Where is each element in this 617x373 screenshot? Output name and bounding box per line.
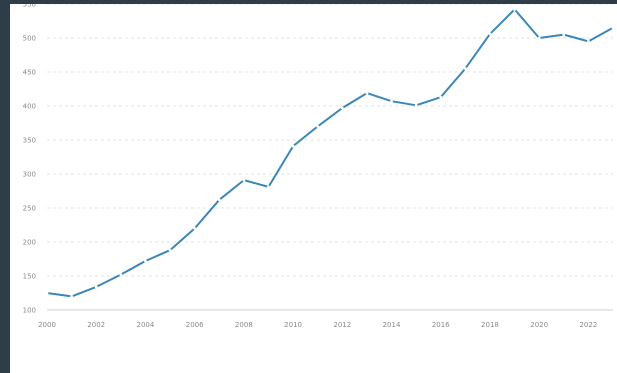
data-point[interactable]: [267, 185, 270, 189]
y-tick-label: 300: [23, 171, 36, 179]
x-tick-label: 2000: [38, 321, 56, 329]
x-tick-label: 2002: [87, 321, 105, 329]
y-tick-label: 350: [23, 137, 36, 145]
data-point[interactable]: [439, 95, 443, 99]
x-tick-label: 2018: [481, 321, 499, 329]
x-tick-label: 2006: [186, 321, 204, 329]
grid-lines: [47, 4, 613, 311]
data-point[interactable]: [488, 32, 492, 36]
y-axis-tick-labels: 100 150 200 250 300 350 400 450 500 550: [23, 4, 36, 315]
data-point[interactable]: [463, 67, 467, 70]
series-group: [45, 8, 615, 298]
data-point[interactable]: [217, 198, 221, 202]
x-axis-tick-labels: 2000 2002 2004 2006 2008 2010 2012 2014 2016 2018…: [38, 321, 597, 329]
x-tick-label: 2014: [383, 321, 401, 329]
data-point[interactable]: [537, 36, 541, 40]
y-tick-label: 500: [23, 35, 36, 43]
y-tick-label: 150: [23, 273, 36, 281]
data-point[interactable]: [414, 103, 418, 107]
data-point[interactable]: [242, 178, 246, 182]
data-point[interactable]: [45, 291, 49, 295]
data-point[interactable]: [365, 91, 369, 95]
data-point[interactable]: [586, 40, 590, 43]
x-tick-label: 2020: [530, 321, 548, 329]
data-point[interactable]: [340, 106, 344, 110]
y-tick-label: 450: [23, 69, 36, 77]
data-point[interactable]: [144, 259, 147, 263]
chart-panel: 100 150 200 250 300 350 400 450 500 550 2000 2002 2…: [10, 4, 617, 373]
y-tick-label: 400: [23, 103, 36, 111]
y-tick-label: 250: [23, 205, 36, 213]
y-tick-label: 200: [23, 239, 36, 247]
data-point[interactable]: [168, 248, 172, 252]
series-line: [46, 8, 614, 298]
data-point[interactable]: [316, 125, 320, 128]
data-point[interactable]: [291, 144, 295, 148]
data-point[interactable]: [611, 26, 615, 30]
data-point[interactable]: [94, 285, 98, 289]
data-point[interactable]: [562, 33, 566, 36]
data-point[interactable]: [70, 295, 74, 298]
data-point[interactable]: [390, 99, 393, 103]
x-tick-label: 2004: [137, 321, 155, 329]
x-tick-label: 2010: [284, 321, 302, 329]
data-point[interactable]: [513, 8, 516, 11]
x-tick-label: 2008: [235, 321, 253, 329]
x-tick-label: 2016: [432, 321, 450, 329]
x-tick-label: 2022: [579, 321, 597, 329]
data-point[interactable]: [119, 273, 123, 277]
x-tick-label: 2012: [333, 321, 351, 329]
data-point[interactable]: [193, 227, 197, 230]
y-tick-label: 550: [23, 4, 36, 9]
y-tick-label: 100: [23, 307, 36, 315]
